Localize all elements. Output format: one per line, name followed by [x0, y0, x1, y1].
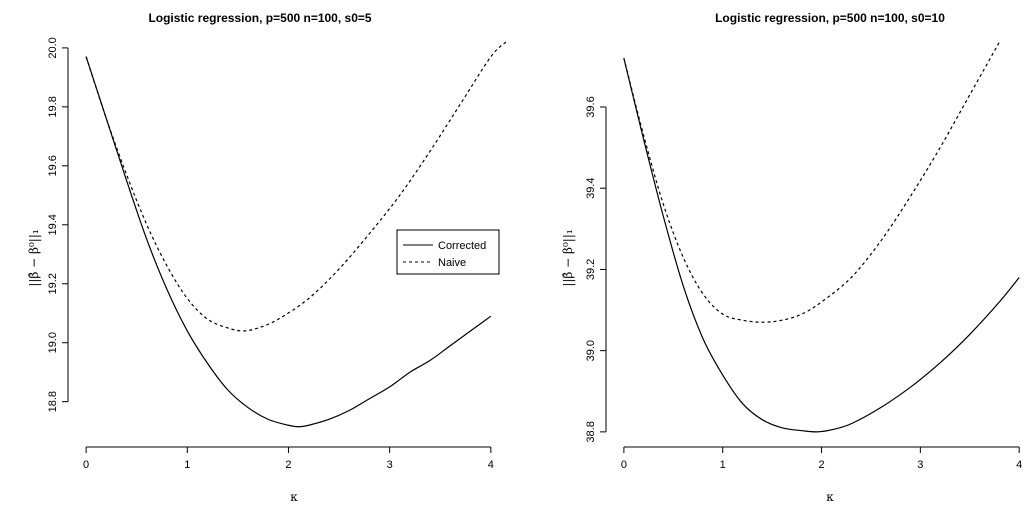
x-tick-label: 3: [387, 459, 393, 471]
axes: 0 1 2 3 4 38.8 39.0 39.2 39.4 39.6: [585, 96, 1022, 471]
x-tick-label: 0: [83, 459, 89, 471]
x-axis-label: κ: [826, 490, 834, 504]
y-tick-label: 19.8: [47, 96, 59, 117]
plot-lines: [623, 41, 1020, 433]
series-line-corrected: [623, 58, 1020, 433]
chart-panel-s0-10: Logistic regression, p=500 n=100, s0=10 …: [561, 11, 1022, 504]
x-tick-label: 4: [1016, 459, 1022, 471]
x-axis-label: κ: [290, 490, 298, 504]
y-tick-label: 18.8: [47, 391, 59, 412]
y-tick-label: 20.0: [47, 37, 59, 58]
series-line-naive: [623, 41, 1000, 323]
series-line-corrected: [85, 56, 492, 428]
y-tick-label: 39.6: [585, 96, 597, 117]
y-tick-label: 19.4: [47, 214, 59, 235]
chart-title: Logistic regression, p=500 n=100, s0=5: [148, 11, 371, 25]
y-tick-label: 39.0: [585, 340, 597, 361]
legend: Corrected Naive: [396, 229, 500, 275]
legend-label-corrected: Corrected: [438, 240, 486, 252]
legend-box: [396, 229, 500, 275]
y-tick-label: 38.8: [585, 421, 597, 442]
y-tick-label: 39.4: [585, 177, 597, 198]
y-axis-label: ||β̂ − β⁰||₁: [27, 229, 41, 286]
x-tick-label: 3: [917, 459, 923, 471]
x-tick-label: 2: [818, 459, 824, 471]
chart-title: Logistic regression, p=500 n=100, s0=10: [715, 11, 945, 25]
y-tick-label: 19.6: [47, 155, 59, 176]
y-tick-label: 19.0: [47, 332, 59, 353]
x-tick-label: 2: [285, 459, 291, 471]
y-tick-label: 19.2: [47, 273, 59, 294]
x-tick-label: 0: [621, 459, 627, 471]
x-tick-label: 1: [184, 459, 190, 471]
legend-label-naive: Naive: [438, 257, 466, 269]
chart-panel-s0-5: Logistic regression, p=500 n=100, s0=5 κ…: [27, 11, 506, 504]
plot-lines: [85, 41, 506, 428]
x-tick-label: 1: [720, 459, 726, 471]
axes: 0 1 2 3 4 18.8 19.0 19.2 19.4 19.6 19.8 20.0: [47, 37, 494, 471]
series-line-naive: [85, 41, 506, 332]
x-tick-label: 4: [488, 459, 494, 471]
y-tick-label: 39.2: [585, 259, 597, 280]
y-axis-label: ||β̂ − β⁰||₁: [561, 229, 575, 286]
